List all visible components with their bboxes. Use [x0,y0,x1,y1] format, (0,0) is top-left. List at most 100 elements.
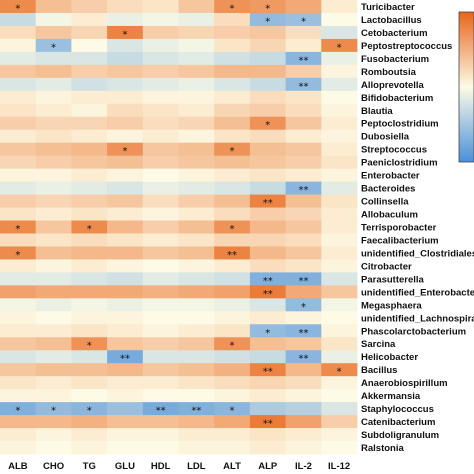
heatmap-cell [35,311,72,325]
heatmap-cell [321,376,358,390]
row-label: Paeniclostridium [361,158,438,169]
heatmap-cell [285,428,322,442]
heatmap-cell [71,51,108,66]
heatmap-cell [142,376,179,390]
heatmap-cell [178,220,215,234]
significance-marker: * [337,42,342,53]
heatmap-cell [178,415,215,429]
heatmap-cell [249,51,286,66]
heatmap-cell [107,116,144,131]
significance-marker: * [122,146,127,157]
heatmap-cell [178,441,215,455]
heatmap-cell [249,142,286,157]
heatmap-cell [107,194,144,208]
heatmap-cell [142,259,179,273]
significance-marker: * [15,250,20,261]
heatmap-cell [214,12,251,27]
heatmap-cell [107,246,144,260]
heatmap-cell [178,168,215,182]
heatmap-cell [107,207,144,221]
heatmap-cell [214,363,251,377]
row-label: Megasphaera [361,300,422,311]
heatmap-cell [249,324,286,338]
significance-marker: ** [298,328,308,339]
heatmap-cell [178,402,215,416]
heatmap-cell [321,103,358,118]
heatmap-cell [285,168,322,182]
heatmap-cell [35,51,72,66]
heatmap-cell [249,402,286,416]
row-label: Cetobacterium [361,28,428,39]
row-labels: Turicibacter Lactobacillus Cetobacterium Pe… [361,2,474,454]
significance-marker: ** [298,185,308,196]
heatmap-cell [71,90,108,105]
heatmap-cell [35,415,72,429]
heatmap-cell [214,142,251,157]
heatmap-cell [0,207,37,221]
heatmap-cell [321,142,358,157]
heatmap-cell [214,64,251,79]
heatmap-cell [71,181,108,195]
row-label: Bacillus [361,365,397,376]
heatmap-cell [107,51,144,66]
heatmap-cell [214,441,251,455]
heatmap-cell [0,25,37,40]
heatmap-cell [35,402,72,416]
heatmap-cell [107,259,144,273]
significance-marker: * [51,406,56,417]
heatmap-cell [321,246,358,260]
heatmap-cell [249,415,286,429]
heatmap-cell [35,0,72,14]
heatmap-cell [71,272,108,286]
heatmap-cell [285,311,322,325]
heatmap-cell [285,298,322,312]
row-label: Anaerobiospirillum [361,378,448,389]
row-label: unidentified_Lachnospiraceae [361,313,474,324]
heatmap-cell [107,90,144,105]
heatmap-cell [214,350,251,364]
heatmap-cell [35,298,72,312]
heatmap-cell [35,376,72,390]
heatmap-cell [0,259,37,273]
heatmap-cell [0,337,37,351]
row-label: Subdoligranulum [361,430,439,441]
significance-marker: ** [227,250,237,261]
heatmap-cell [321,116,358,131]
heatmap-cell [285,350,322,364]
row-label: Helicobacter [361,352,418,363]
heatmap-cell [107,38,144,53]
heatmap-cell [178,194,215,208]
heatmap-cell [142,0,179,14]
heatmap-cell [71,389,108,403]
heatmap-cell [35,77,72,92]
significance-marker: * [301,16,306,27]
heatmap-cell [71,220,108,234]
heatmap-cell [35,142,72,157]
heatmap-cell [0,285,37,299]
heatmap-cell [35,116,72,131]
significance-marker: * [230,406,235,417]
heatmap-cell [214,155,251,170]
heatmap-cell [321,311,358,325]
heatmap-cell [214,207,251,221]
heatmap-cell [107,103,144,118]
heatmap-cell [0,389,37,403]
heatmap-cell [0,194,37,208]
heatmap-cell [178,285,215,299]
heatmap-cell [142,285,179,299]
colorbar [458,11,474,163]
heatmap-cell [214,129,251,144]
heatmap-cell [0,142,37,157]
heatmap-cell [285,77,322,92]
row-label: Collinsella [361,197,409,208]
heatmap-cell [249,376,286,390]
heatmap-cell [285,64,322,79]
significance-marker: * [15,406,20,417]
significance-marker: * [230,224,235,235]
heatmap-cell [249,337,286,351]
heatmap-cell [107,337,144,351]
heatmap-cell [107,376,144,390]
row-label: Terrisporobacter [361,223,437,234]
row-label: Enterobacter [361,171,420,182]
